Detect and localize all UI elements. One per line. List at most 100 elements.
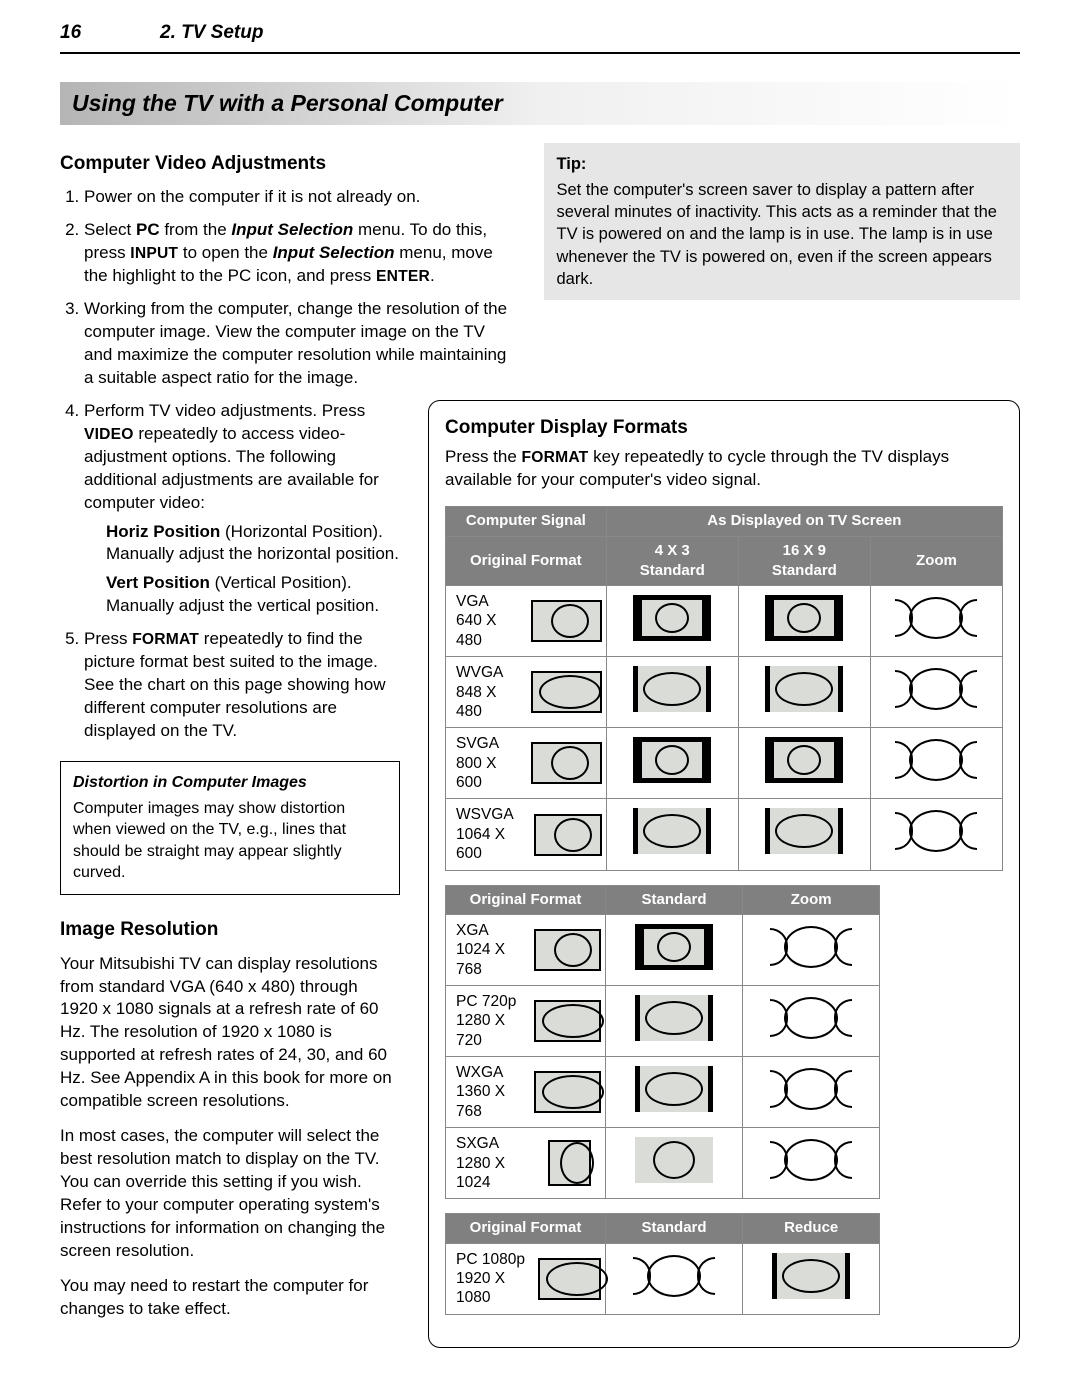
step-5: Press FORMAT repeatedly to find the pict… (84, 628, 400, 743)
format-cell (738, 799, 870, 870)
formats-table-3: Original Format Standard Reduce PC 1080p… (445, 1213, 880, 1314)
signal-label: VGA640 X 480 (456, 592, 521, 650)
format-cell (606, 1243, 743, 1314)
wide-glyph-icon (531, 669, 602, 715)
zoom-glyph-icon (772, 924, 850, 970)
letterbox-glyph-icon (635, 924, 713, 970)
t2-head-zoom: Zoom (743, 885, 880, 914)
right-column-top: Tip: Set the computer's screen saver to … (544, 143, 1020, 400)
pillarwide-glyph-icon (765, 808, 843, 854)
signal-cell: VGA640 X 480 (446, 586, 607, 657)
wide-glyph-icon (538, 1256, 601, 1302)
format-cell (743, 914, 880, 985)
format-cell (743, 1057, 880, 1128)
table-row: WSVGA1064 X 600 (446, 799, 1003, 870)
distortion-heading: Distortion in Computer Images (73, 772, 387, 794)
section-banner: Using the TV with a Personal Computer (60, 82, 1020, 125)
signal-cell: XGA1024 X 768 (446, 914, 606, 985)
signal-cell: WVGA848 X 480 (446, 657, 607, 728)
page-header: 16 2. TV Setup (60, 20, 1020, 54)
pillarwide-glyph-icon (633, 666, 711, 712)
plain-glyph-icon (531, 598, 602, 644)
page-number: 16 (60, 20, 160, 46)
plain-glyph-icon (531, 740, 602, 786)
letterbox-glyph-icon (765, 595, 843, 641)
pillarwide-glyph-icon (633, 808, 711, 854)
format-cell (738, 728, 870, 799)
left-column-lower: Perform TV video adjustments. Press VIDE… (60, 400, 400, 1348)
signal-label: WSVGA1064 X 600 (456, 805, 524, 863)
heading-image-resolution: Image Resolution (60, 917, 400, 943)
t3-head-original: Original Format (446, 1214, 606, 1243)
zoom-glyph-icon (635, 1253, 713, 1299)
format-cell (606, 985, 743, 1056)
heading-computer-video-adjustments: Computer Video Adjustments (60, 151, 516, 177)
lower-flow: Perform TV video adjustments. Press VIDE… (60, 400, 1020, 1348)
format-cell (870, 586, 1002, 657)
resolution-para-2: In most cases, the computer will select … (60, 1125, 400, 1263)
step-2: Select PC from the Input Selection menu.… (84, 219, 516, 288)
resolution-para-3: You may need to restart the computer for… (60, 1275, 400, 1321)
format-cell (743, 1128, 880, 1199)
formats-panel: Computer Display Formats Press the FORMA… (428, 400, 1020, 1348)
zoom-glyph-icon (772, 1137, 850, 1183)
t1-sub-original: Original Format (446, 536, 607, 586)
t1-sub-16x9: 16 X 9Standard (738, 536, 870, 586)
format-cell (743, 1243, 880, 1314)
letterbox-glyph-icon (633, 595, 711, 641)
signal-label: SVGA800 X 600 (456, 734, 521, 792)
pillarwide-glyph-icon (635, 995, 713, 1041)
step-1: Power on the computer if it is not alrea… (84, 186, 516, 209)
steps-list-cont: Perform TV video adjustments. Press VIDE… (84, 400, 400, 743)
table-row: SXGA1280 X 1024 (446, 1128, 880, 1199)
formats-table-1: Computer Signal As Displayed on TV Scree… (445, 506, 1003, 870)
signal-label: PC 1080p1920 X 1080 (456, 1250, 528, 1308)
signal-label: WVGA848 X 480 (456, 663, 521, 721)
format-cell (606, 914, 743, 985)
step-4-sub-1: Horiz Position (Horizontal Position). Ma… (106, 521, 400, 567)
format-cell (606, 728, 738, 799)
t1-sub-4x3: 4 X 3Standard (606, 536, 738, 586)
tall-glyph-icon (538, 1140, 601, 1186)
t1-head-signal: Computer Signal (446, 507, 607, 536)
format-cell (743, 985, 880, 1056)
signal-label: WXGA1360 X 768 (456, 1063, 524, 1121)
signal-cell: SXGA1280 X 1024 (446, 1128, 606, 1199)
formats-table-2: Original Format Standard Zoom XGA1024 X … (445, 885, 880, 1200)
zoom-glyph-icon (897, 737, 975, 783)
step-4: Perform TV video adjustments. Press VIDE… (84, 400, 400, 618)
table-row: WVGA848 X 480 (446, 657, 1003, 728)
distortion-body: Computer images may show distortion when… (73, 798, 387, 884)
zoom-glyph-icon (772, 995, 850, 1041)
table-row: VGA640 X 480 (446, 586, 1003, 657)
format-cell (606, 799, 738, 870)
pillarwide-glyph-icon (635, 1066, 713, 1112)
t1-sub-zoom: Zoom (870, 536, 1002, 586)
tip-box: Tip: Set the computer's screen saver to … (544, 143, 1020, 301)
plain-glyph-icon (534, 812, 601, 858)
letterbox-glyph-icon (633, 737, 711, 783)
t2-head-standard: Standard (606, 885, 743, 914)
format-cell (738, 586, 870, 657)
t3-head-standard: Standard (606, 1214, 743, 1243)
distortion-box: Distortion in Computer Images Computer i… (60, 761, 400, 895)
format-cell (606, 1057, 743, 1128)
signal-label: XGA1024 X 768 (456, 921, 524, 979)
format-cell (738, 657, 870, 728)
plain-glyph-icon (534, 927, 601, 973)
format-cell (606, 1128, 743, 1199)
signal-cell: WXGA1360 X 768 (446, 1057, 606, 1128)
zoom-glyph-icon (897, 808, 975, 854)
zoom-glyph-icon (897, 666, 975, 712)
letterbox-glyph-icon (765, 737, 843, 783)
signal-label: PC 720p1280 X 720 (456, 992, 524, 1050)
signal-cell: PC 720p1280 X 720 (446, 985, 606, 1056)
left-column-top: Computer Video Adjustments Power on the … (60, 143, 516, 400)
resolution-para-1: Your Mitsubishi TV can display resolutio… (60, 953, 400, 1114)
t2-head-original: Original Format (446, 885, 606, 914)
pillarwide-glyph-icon (772, 1253, 850, 1299)
table-row: XGA1024 X 768 (446, 914, 880, 985)
t1-head-displayed: As Displayed on TV Screen (606, 507, 1002, 536)
format-cell (870, 657, 1002, 728)
t3-head-reduce: Reduce (743, 1214, 880, 1243)
